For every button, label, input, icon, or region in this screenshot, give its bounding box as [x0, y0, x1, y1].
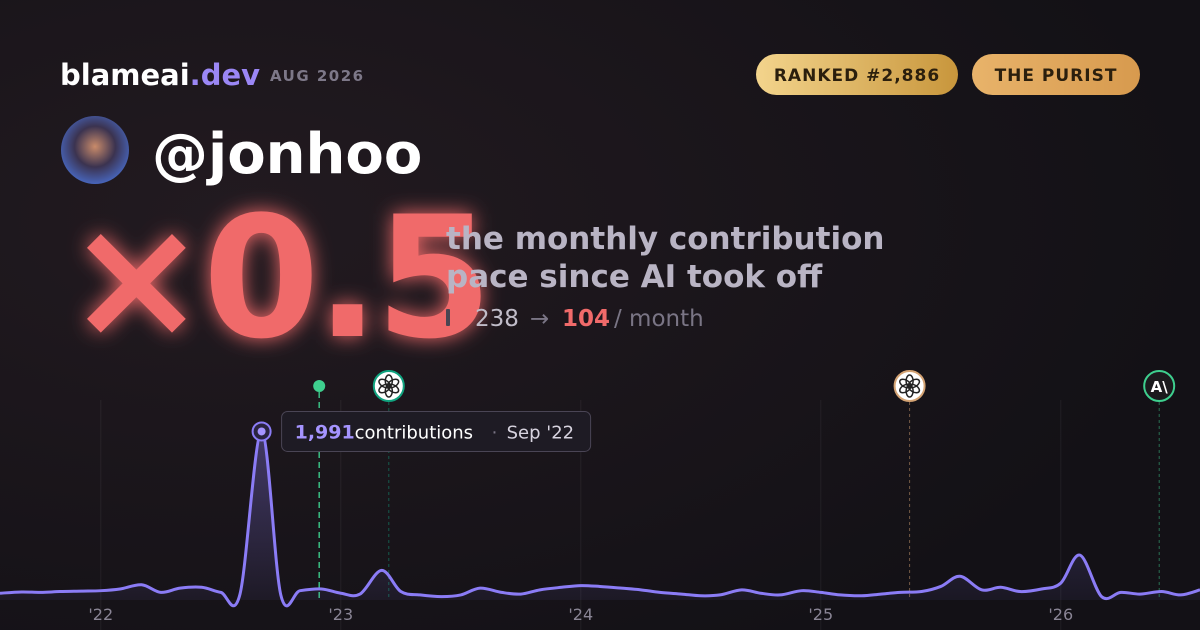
- arrow: →: [530, 306, 549, 332]
- after-icon: [456, 318, 461, 326]
- event-icon: [893, 370, 926, 402]
- x-tick-label: '22: [88, 605, 113, 624]
- chart: '22 '23 '24 '25 '26 A\ 1,991 contributions · Sep …: [0, 370, 1200, 630]
- x-tick-label: '25: [808, 605, 833, 624]
- tooltip-value: 1,991: [295, 421, 355, 443]
- x-tick-label: '23: [328, 605, 353, 624]
- brand-tld: .dev: [190, 58, 260, 92]
- icon-petal: [899, 378, 912, 389]
- before-value: 238: [475, 306, 519, 332]
- tooltip: [281, 410, 592, 452]
- description: the monthly contribution: [446, 221, 884, 257]
- multiplier: ×0.5: [66, 180, 488, 376]
- brand: blameai.dev: [60, 58, 260, 92]
- tooltip-separator: ·: [492, 422, 498, 443]
- event-icon: [372, 370, 405, 402]
- avatar: [61, 116, 129, 184]
- badge-label: THE PURIST: [995, 66, 1118, 86]
- event-label: A\: [1151, 378, 1169, 396]
- badge: [972, 54, 1140, 95]
- handle: @jonhoo: [152, 122, 422, 187]
- event-icon: [1143, 370, 1176, 402]
- peak-dot: [257, 427, 266, 436]
- x-tick-label: '24: [568, 605, 593, 624]
- line: [0, 429, 1200, 608]
- unit: / month: [614, 306, 704, 332]
- area: [0, 431, 1200, 606]
- x-tick-label: '26: [1048, 605, 1073, 624]
- date: AUG 2026: [270, 67, 365, 85]
- badge: [756, 54, 958, 95]
- tooltip-date: Sep '22: [507, 422, 574, 443]
- before-icon: [446, 309, 450, 326]
- description: pace since AI took off: [446, 259, 823, 295]
- badge-label: RANKED #2,886: [774, 66, 940, 86]
- event-dot: [313, 380, 326, 392]
- after-value: 104: [562, 306, 610, 332]
- brand-name: blameai: [60, 58, 190, 92]
- icon-petal: [378, 378, 391, 389]
- tooltip-text: contributions: [355, 422, 473, 443]
